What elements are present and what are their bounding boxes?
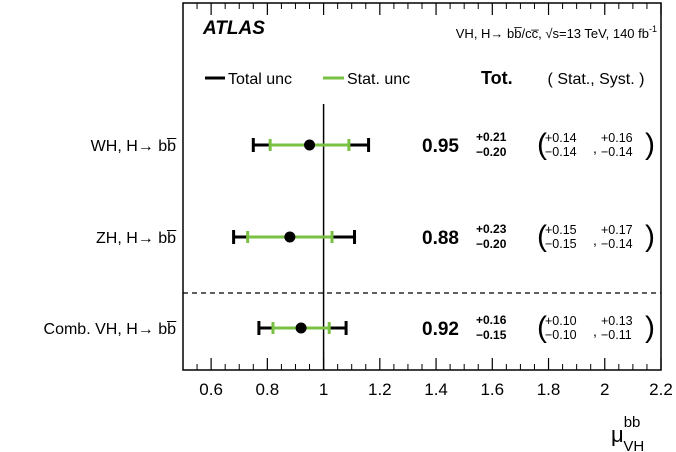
stat-down-text: −0.15 (545, 237, 577, 251)
category-label: Comb. VH, H→ bb̅ (44, 320, 177, 338)
total-down-text: −0.20 (476, 145, 507, 159)
central-value-text: 0.88 (422, 228, 459, 249)
breakdown-close-paren: ) (645, 311, 655, 344)
x-axis-title: μbb VH (611, 414, 644, 452)
central-value-point (284, 231, 296, 243)
total-down-text: −0.20 (476, 237, 507, 251)
x-axis-title-sup: bb (624, 414, 641, 431)
breakdown-open-paren: ( (537, 311, 547, 344)
entries-layer: WH, H→ bb̅ 0.95 +0.21−0.20 (+0.14−0.14 ,+0.1… (44, 128, 655, 344)
legend-breakdown-header: ( Stat., Syst. ) (548, 71, 645, 88)
legend-tot-header: Tot. (481, 68, 513, 88)
breakdown-comma: , (593, 232, 597, 248)
process-info: VH, H→ bb̅/cc̅, √s=13 TeV, 140 fb-1 (456, 24, 657, 41)
category-label: WH, H→ bb̅ (91, 137, 177, 155)
plot-frame (182, 2, 662, 371)
total-up-text: +0.21 (476, 130, 507, 144)
stat-down-text: −0.14 (545, 145, 577, 159)
stat-up-text: +0.14 (545, 131, 577, 145)
x-tick-label: 1 (319, 380, 328, 399)
syst-down-text: −0.14 (601, 145, 633, 159)
syst-down-text: −0.14 (601, 237, 633, 251)
x-axis-title-sub: VH (623, 438, 644, 452)
x-tick-label: 1.4 (424, 380, 448, 399)
x-tick-label: 2.2 (649, 380, 673, 399)
legend-total-label: Total unc (228, 71, 292, 88)
atlas-label: ATLAS (202, 18, 265, 39)
central-value-point (304, 139, 316, 151)
x-tick-label: 1.2 (368, 380, 392, 399)
x-tick-label: 1.8 (537, 380, 561, 399)
breakdown-close-paren: ) (645, 128, 655, 161)
x-axis-title-main: μ (611, 422, 624, 447)
category-label: ZH, H→ bb̅ (96, 229, 177, 247)
x-tick-label: 2 (600, 380, 609, 399)
breakdown-comma: , (593, 140, 597, 156)
x-tick-label: 1.6 (480, 380, 504, 399)
syst-up-text: +0.17 (601, 223, 633, 237)
stat-down-text: −0.10 (545, 328, 577, 342)
breakdown-comma: , (593, 323, 597, 339)
total-up-text: +0.16 (476, 313, 507, 327)
central-value-text: 0.95 (422, 136, 459, 157)
central-value-point (295, 322, 307, 334)
breakdown-open-paren: ( (537, 128, 547, 161)
syst-down-text: −0.11 (601, 328, 632, 342)
legend-stat-label: Stat. unc (347, 71, 410, 88)
stat-up-text: +0.15 (545, 223, 577, 237)
central-value-text: 0.92 (422, 319, 459, 340)
x-tick-label: 0.8 (256, 380, 280, 399)
total-down-text: −0.15 (476, 328, 507, 342)
breakdown-open-paren: ( (537, 220, 547, 253)
process-info-text: VH, H→ bb̅/cc̅, √s=13 TeV, 140 fb (456, 26, 649, 41)
total-up-text: +0.23 (476, 222, 507, 236)
syst-up-text: +0.13 (601, 314, 633, 328)
legend: Total unc Stat. unc Tot. ( Stat., Syst. … (205, 68, 644, 88)
lumi-superscript: -1 (649, 24, 657, 34)
stat-up-text: +0.10 (545, 314, 577, 328)
x-axis: 0.6 0.8 1 1.2 1.4 1.6 1.8 2 2.2 (196, 3, 673, 399)
syst-up-text: +0.16 (601, 131, 633, 145)
breakdown-close-paren: ) (645, 220, 655, 253)
x-tick-label: 0.6 (199, 380, 223, 399)
